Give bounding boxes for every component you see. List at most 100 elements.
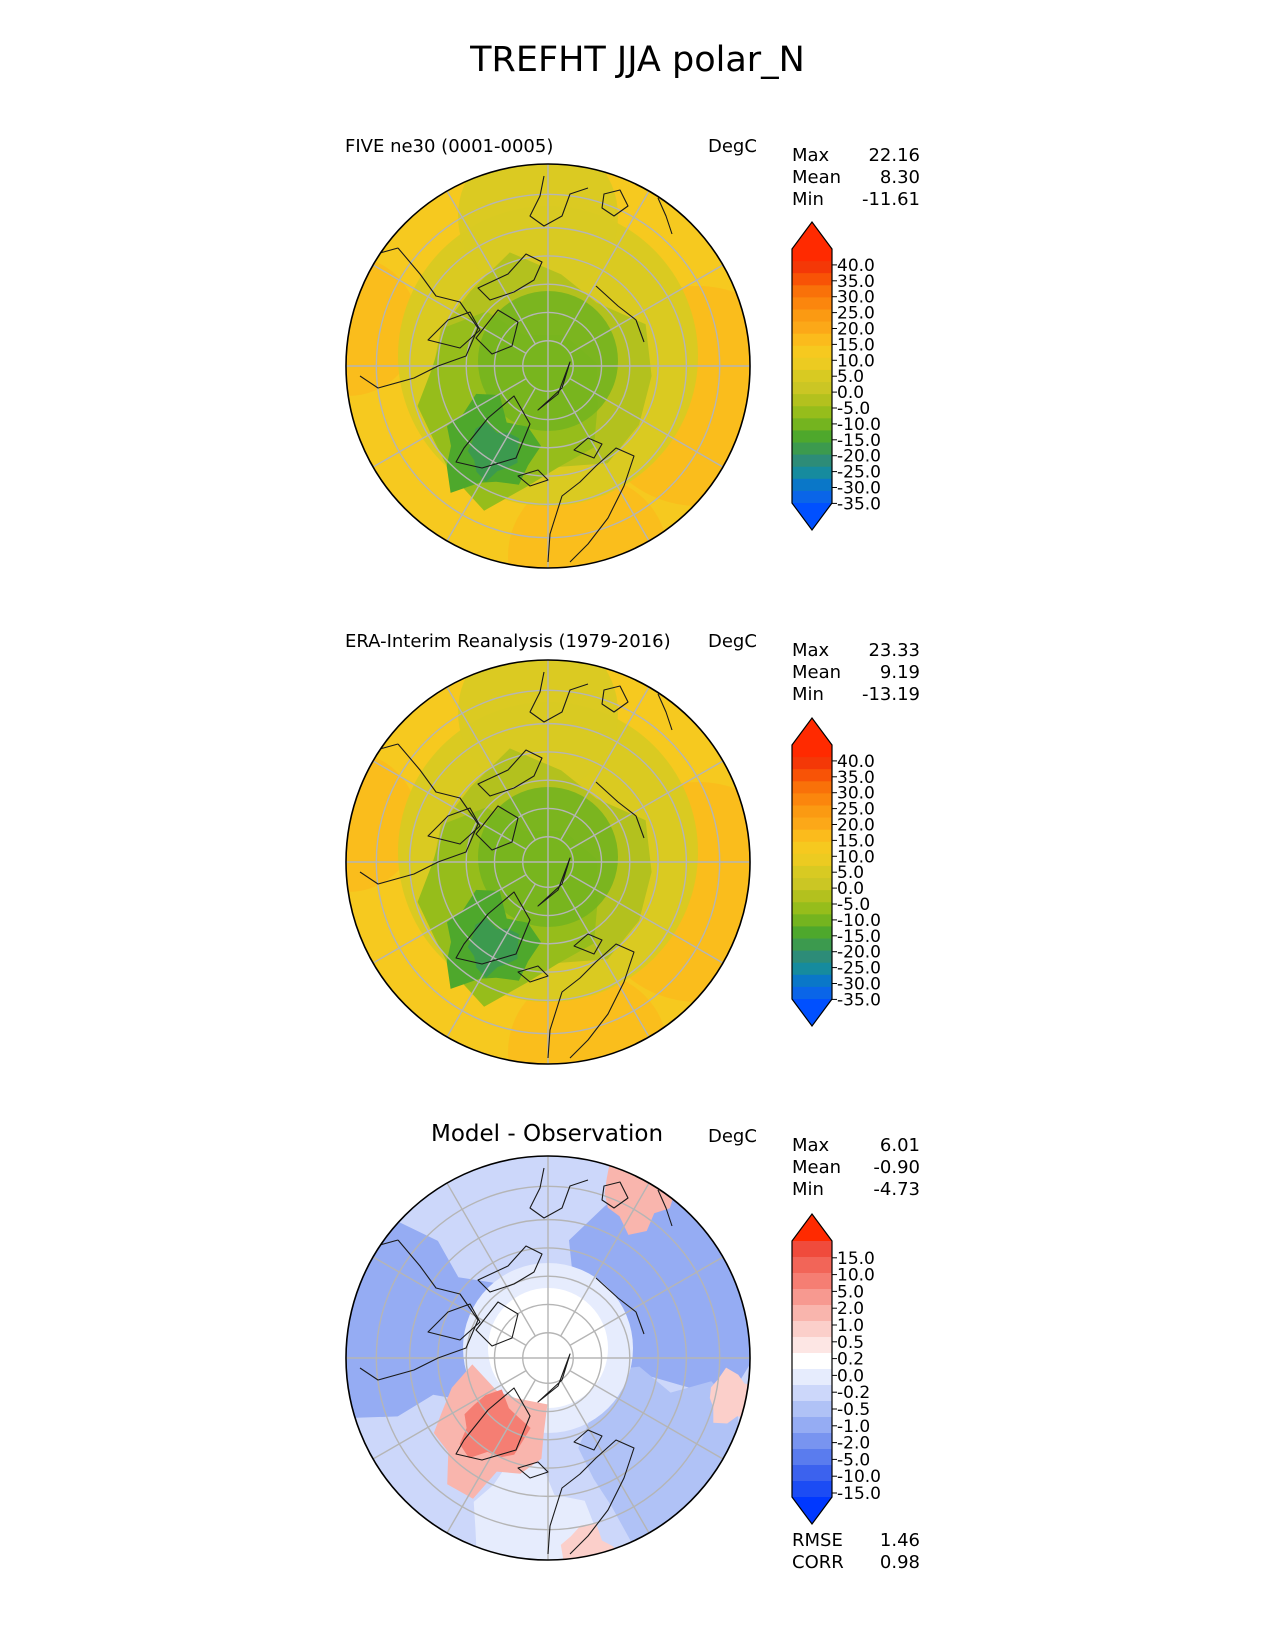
colorbar-tick-label: -10.0 — [837, 415, 881, 435]
colorbar-tick-label: 10.0 — [837, 847, 875, 867]
coastline — [537, 857, 571, 907]
colorbar-tick-label: -30.0 — [837, 479, 881, 499]
colorbar-cell — [792, 1353, 832, 1370]
colorbar-cell — [792, 418, 832, 431]
longitude-line — [446, 686, 536, 841]
longitude-line — [372, 264, 527, 354]
coastline — [517, 965, 549, 983]
colorbar-tick-label: 15.0 — [837, 1249, 875, 1269]
colorbar: 40.035.030.025.020.015.010.05.00.0-5.0-1… — [791, 716, 881, 1028]
colorbar-tick-label: 25.0 — [837, 800, 875, 820]
colorbar-cell — [792, 769, 832, 782]
coastline — [595, 285, 645, 343]
coastline — [359, 1239, 479, 1381]
colorbar-cell — [792, 865, 832, 879]
colorbar-cell — [792, 902, 832, 915]
colorbar-tick-label: 0.0 — [837, 1366, 864, 1386]
colorbar-tick-label: -20.0 — [837, 447, 881, 467]
colorbar-cell — [792, 394, 832, 407]
colorbar-cell — [792, 1289, 832, 1306]
map-outline — [345, 1155, 751, 1561]
longitude-line — [560, 883, 650, 1038]
colorbar-tick-label: -15.0 — [837, 927, 881, 947]
longitude-line — [372, 378, 527, 468]
polar-map — [345, 163, 751, 569]
colorbar-tick-label: -2.0 — [837, 1434, 870, 1454]
coastline — [601, 189, 629, 217]
colorbar-tick-label: -35.0 — [837, 990, 881, 1010]
longitude-line — [560, 190, 650, 345]
stat-value: 8.30 — [879, 167, 920, 188]
coastline — [427, 807, 481, 845]
colorbar-cell — [792, 285, 832, 298]
coastline — [455, 1387, 531, 1461]
colorbar-cell — [792, 1433, 832, 1450]
coastline — [601, 1181, 629, 1209]
figure-title: TREFHT JJA polar_N — [470, 40, 805, 80]
stat-value: 22.16 — [868, 145, 920, 166]
graticule — [346, 1156, 750, 1560]
colorbar-cell — [792, 793, 832, 806]
colorbar-tick-label: 25.0 — [837, 304, 875, 324]
units-label: DegC — [708, 136, 757, 157]
coastline — [657, 1189, 673, 1227]
longitude-line — [446, 1182, 536, 1337]
colorbar: 15.010.05.02.01.00.50.20.0-0.2-0.5-1.0-2… — [791, 1212, 881, 1526]
coastline — [547, 447, 635, 563]
coastline — [477, 1245, 543, 1293]
colorbar-tick-label: 0.0 — [837, 879, 864, 899]
longitude-line — [560, 1182, 650, 1337]
coastline — [517, 1461, 549, 1479]
coastline — [573, 1429, 603, 1451]
colorbar-cell — [792, 454, 832, 468]
longitude-line — [372, 874, 527, 964]
colorbar-cell — [792, 757, 832, 770]
colorbar-cell — [792, 1449, 832, 1466]
longitude-line — [560, 387, 650, 542]
coastline — [475, 805, 519, 851]
map-fill — [346, 164, 750, 568]
longitude-line — [372, 760, 527, 850]
colorbar-tick-label: 30.0 — [837, 288, 875, 308]
colorbar-tick-label: 0.0 — [837, 383, 864, 403]
colorbar-cell — [792, 297, 832, 310]
field-level — [458, 164, 618, 296]
coastline — [359, 247, 479, 389]
field-level — [458, 660, 618, 792]
map-outline — [345, 163, 751, 569]
panel-title: ERA-Interim Reanalysis (1979-2016) — [345, 631, 671, 652]
colorbar-extend-min — [792, 999, 832, 1026]
colorbar-tick-label: 30.0 — [837, 784, 875, 804]
colorbar-cell — [792, 490, 832, 504]
stat-min: Min -13.19 — [792, 684, 920, 706]
colorbar-cell — [792, 1321, 832, 1338]
colorbar-tick-label: -5.0 — [837, 399, 870, 419]
coastline — [455, 395, 531, 469]
longitude-line — [569, 1256, 724, 1346]
coastline — [477, 749, 543, 797]
colorbar-cell — [792, 345, 832, 359]
stat-value: 9.19 — [879, 662, 920, 683]
field-warm-band — [346, 752, 418, 892]
colorbar-cell — [792, 1417, 832, 1434]
stat-min: Min -11.61 — [792, 189, 920, 211]
coastlines — [349, 175, 673, 563]
stat-value: -13.19 — [861, 684, 920, 705]
coastline — [477, 253, 543, 301]
metric-label: RMSE — [792, 1530, 843, 1551]
colorbar-tick-label: 15.0 — [837, 335, 875, 355]
coastline — [547, 1439, 635, 1555]
colorbar-cell — [792, 962, 832, 976]
colorbar-tick-label: -5.0 — [837, 895, 870, 915]
colorbar-cell — [792, 309, 832, 322]
stats-box: Max 22.16 Mean 8.30 Min -11.61 — [792, 145, 920, 211]
longitude-line — [560, 1379, 650, 1534]
metrics-box: RMSE 1.46 CORR 0.98 — [792, 1530, 920, 1574]
colorbar-cell — [792, 1385, 832, 1402]
colorbar-cell — [792, 430, 832, 443]
longitude-line — [569, 874, 724, 964]
colorbar-cell — [792, 333, 832, 347]
stat-value: 6.01 — [879, 1135, 920, 1156]
longitude-line — [560, 686, 650, 841]
stat-mean: Mean 8.30 — [792, 167, 920, 189]
